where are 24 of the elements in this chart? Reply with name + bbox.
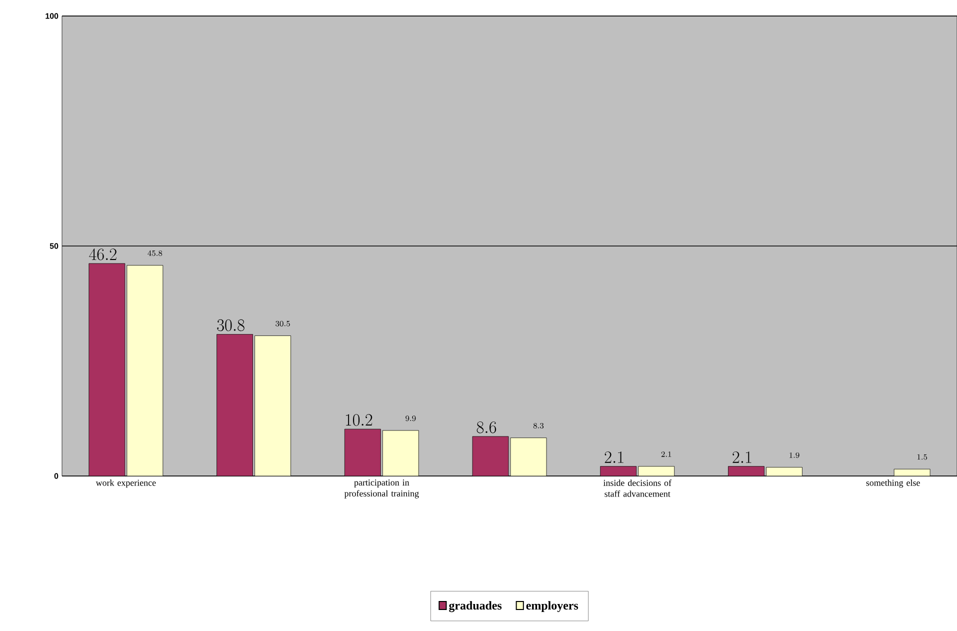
- bar: [510, 438, 547, 476]
- x-tick-label: something else: [866, 480, 920, 488]
- bar: [638, 466, 674, 476]
- bar: [472, 436, 509, 476]
- data-label: 2. 1: [732, 451, 752, 463]
- bar: [728, 466, 764, 476]
- bar: [126, 265, 164, 476]
- bar: [600, 466, 636, 476]
- bar: [382, 430, 419, 476]
- data-label: 8.6: [476, 422, 496, 434]
- x-tick-label: participation in professional training: [344, 480, 419, 498]
- x-tick-label: inside decisions of staff advancement: [603, 480, 672, 497]
- bar: [344, 428, 381, 476]
- bar: [216, 334, 253, 476]
- bar: [88, 263, 126, 476]
- bar: [766, 467, 802, 476]
- data-label: 10.2: [346, 414, 372, 426]
- data-label: 2. 1: [604, 451, 624, 463]
- data-label: 30.8: [217, 319, 244, 332]
- data-label: 46.2: [89, 248, 116, 260]
- legend-label: graduades: [449, 601, 502, 612]
- bar: [254, 336, 291, 476]
- legend-label: employers: [526, 601, 578, 612]
- x-tick-label: work experience: [96, 480, 156, 488]
